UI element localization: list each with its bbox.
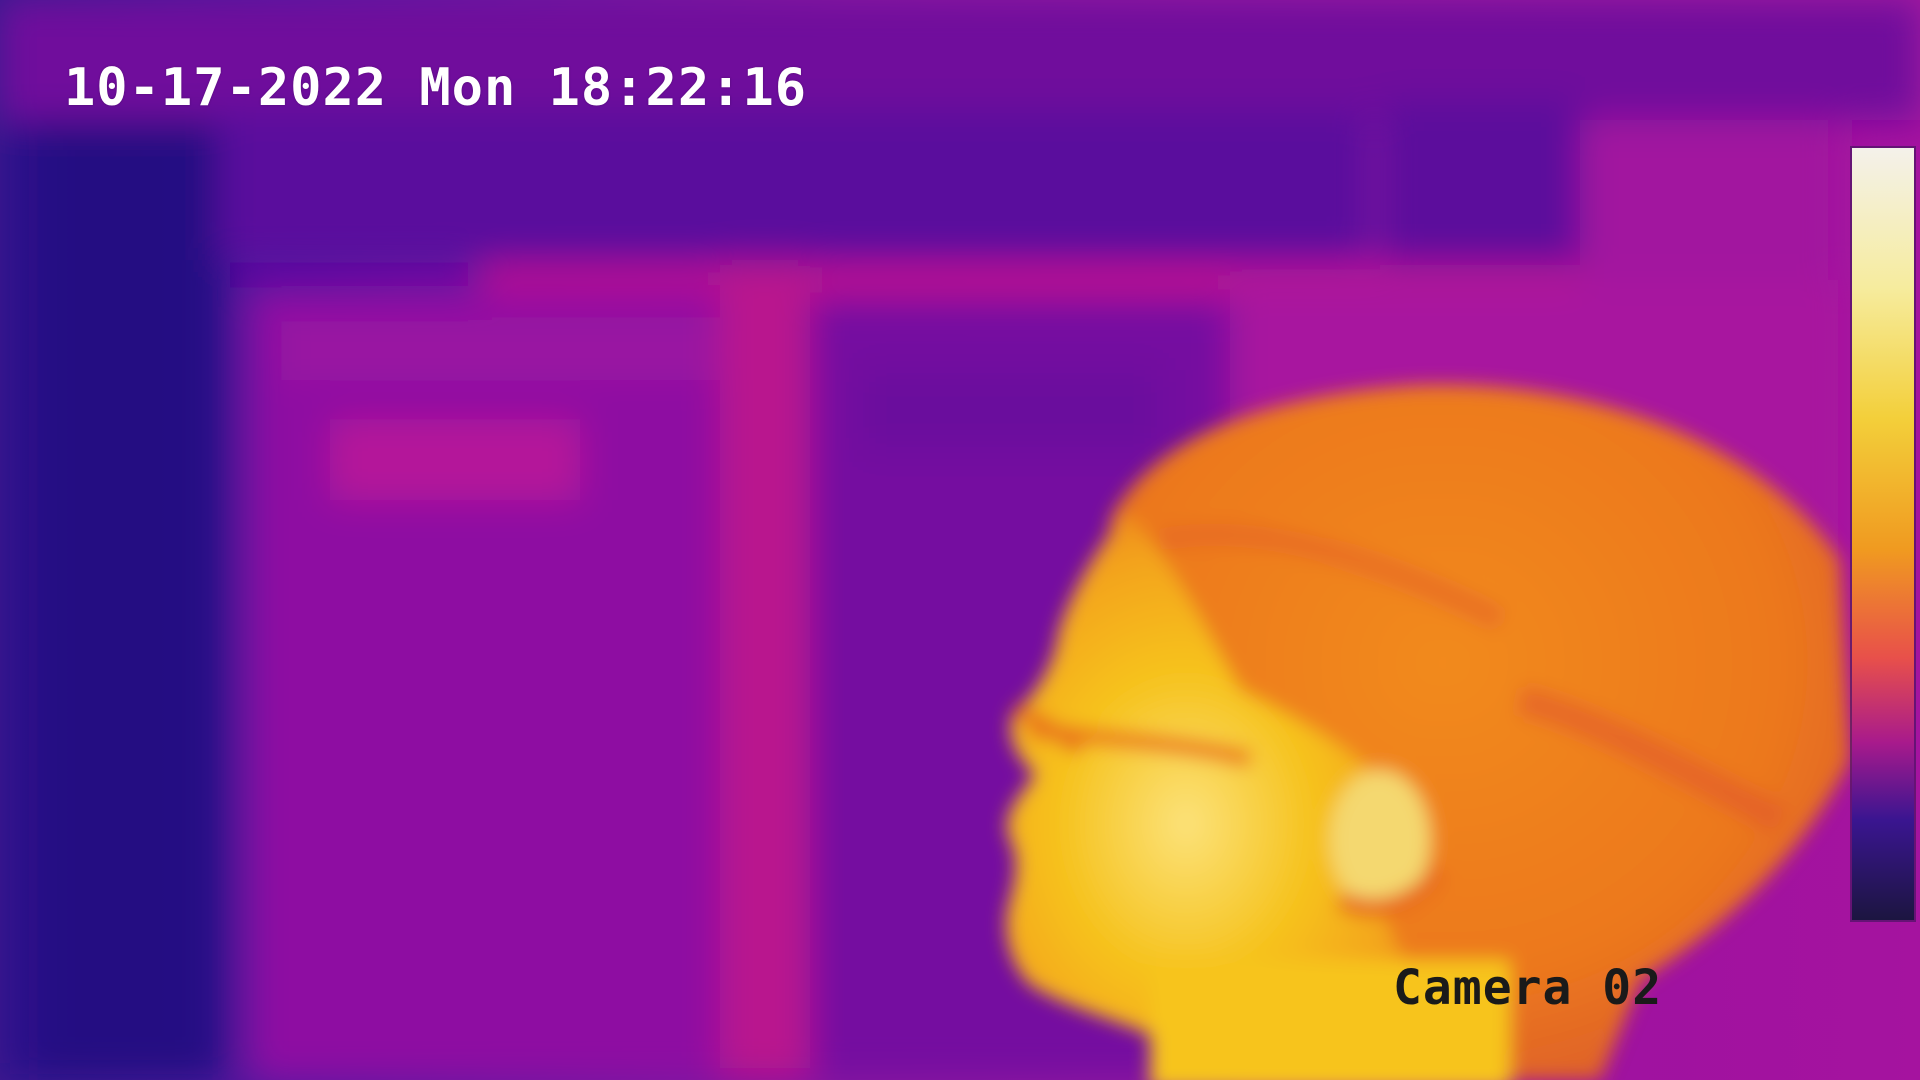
camera-name-overlay: Camera 02 xyxy=(1393,960,1663,1016)
temperature-color-scale xyxy=(1850,146,1916,922)
timestamp-overlay: 10-17-2022 Mon 18:22:16 xyxy=(64,58,808,118)
